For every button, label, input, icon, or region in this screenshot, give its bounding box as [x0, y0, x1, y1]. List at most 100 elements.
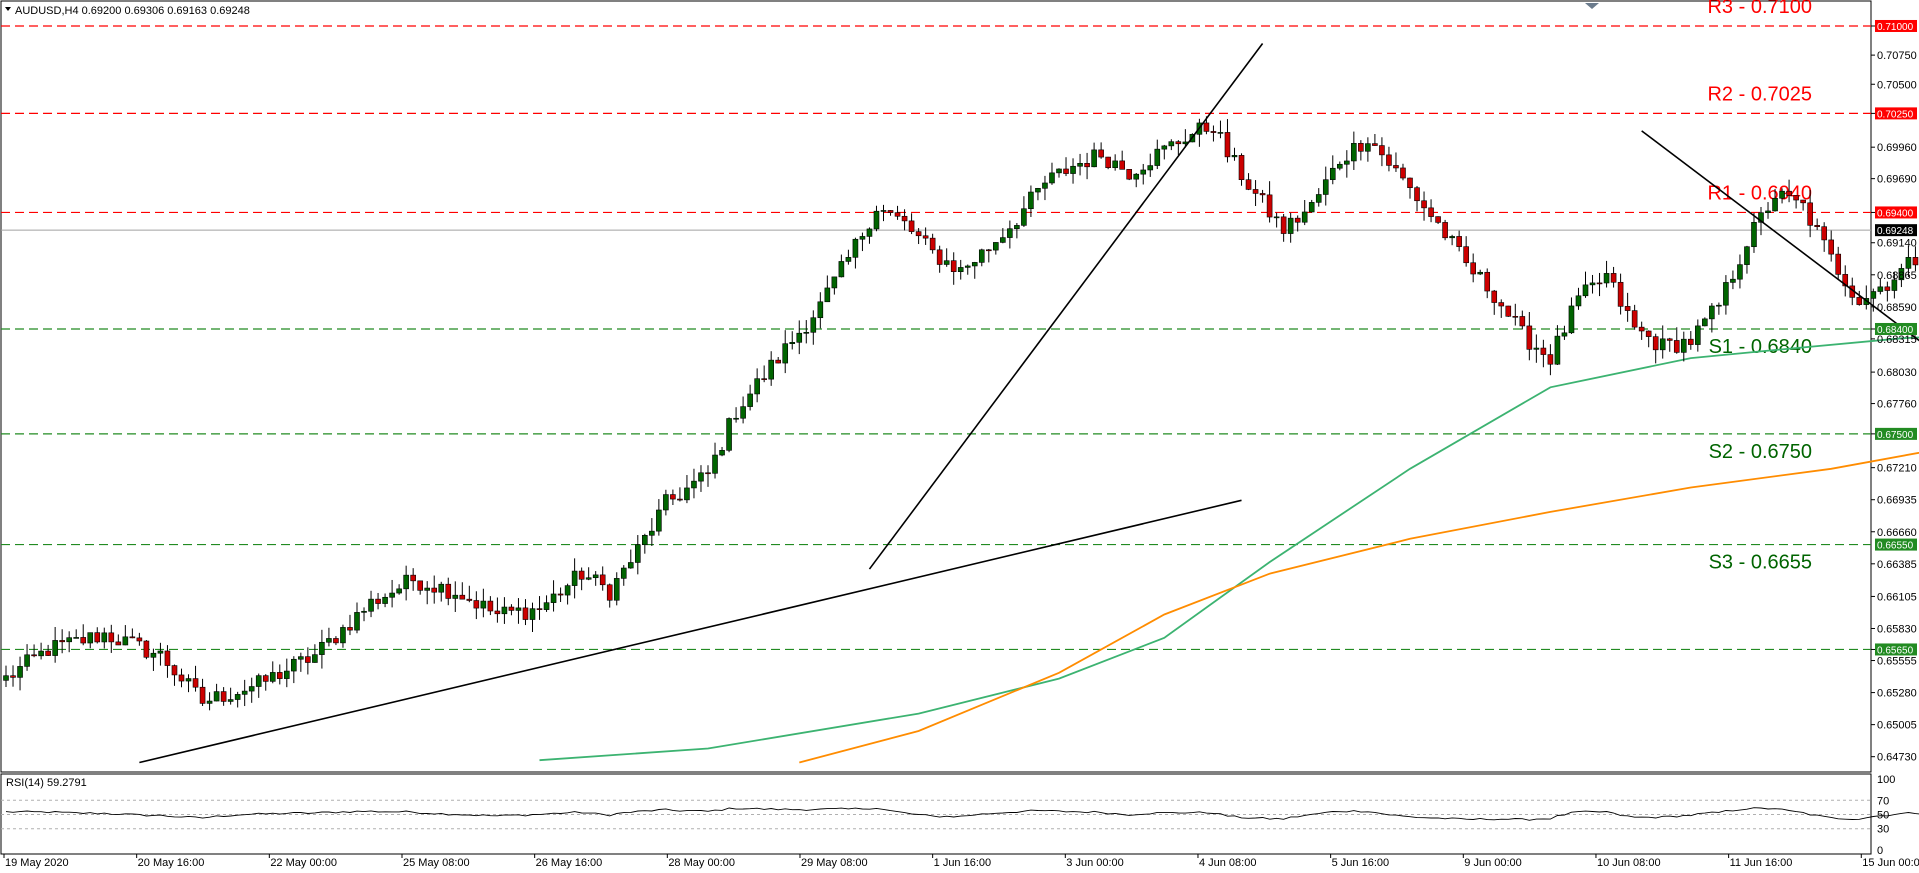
price-tick-label: 0.70500: [1877, 79, 1917, 91]
candle-body: [817, 301, 824, 319]
price-tick-label: 0.68315: [1877, 334, 1917, 346]
candle-body: [108, 632, 115, 643]
price-tick-label: 0.66385: [1877, 559, 1917, 571]
candle-body: [1463, 246, 1469, 264]
candle-body: [1905, 257, 1912, 269]
candle-body: [80, 637, 87, 644]
candle-body: [1112, 160, 1118, 169]
candle-body: [234, 694, 241, 700]
candle-body: [45, 650, 51, 656]
candle-body: [1638, 326, 1645, 332]
candle-body: [1224, 132, 1231, 158]
candle-body: [754, 378, 760, 395]
candle-body: [775, 359, 782, 364]
candle-body: [1400, 167, 1406, 179]
candle-body: [515, 607, 522, 611]
price-tick-label: 0.68865: [1877, 270, 1917, 282]
candle-body: [508, 606, 515, 611]
candle-body: [333, 638, 339, 644]
trendlines-layer: [139, 42, 1919, 764]
candle-body: [94, 632, 101, 643]
candle-body: [1294, 217, 1301, 223]
candle-body: [1695, 325, 1701, 345]
candle-body: [1007, 228, 1013, 238]
symbol-info: AUDUSD,H4 0.69200 0.69306 0.69163 0.6924…: [15, 5, 250, 17]
candle-body: [1210, 131, 1217, 133]
candle-body: [1407, 177, 1413, 189]
rsi-line: [5, 807, 1919, 821]
candle-body: [1119, 160, 1125, 170]
candle-body: [178, 674, 185, 682]
price-tick-label: 0.69690: [1877, 174, 1917, 186]
candle-body: [1702, 318, 1708, 327]
candle-body: [1322, 179, 1329, 195]
price-tag-r3: [1875, 19, 1917, 32]
candle-body: [1505, 305, 1512, 317]
price-tag-text: 0.67500: [1877, 430, 1914, 441]
level-label-r1: R1 - 0.6940: [1707, 182, 1812, 204]
candle-body: [3, 675, 9, 681]
candle-body: [901, 215, 908, 222]
candle-body: [922, 235, 929, 239]
candle-body: [782, 343, 789, 364]
candle-body: [319, 641, 325, 655]
candle-body: [557, 593, 564, 596]
candle-body: [929, 237, 936, 251]
candle-body: [1744, 246, 1750, 265]
candle-body: [1786, 190, 1792, 196]
candle-body: [943, 260, 950, 265]
price-tick-label: 0.65555: [1877, 656, 1917, 668]
candle-body: [1042, 182, 1048, 189]
candle-body: [529, 608, 536, 620]
candle-body: [1758, 212, 1764, 223]
candle-body: [171, 665, 178, 676]
candle-body: [10, 675, 16, 678]
price-tag-r2: [1875, 107, 1917, 120]
candle-body: [410, 574, 416, 582]
candle-body: [1091, 149, 1097, 168]
level-label-s3: S3 - 0.6655: [1709, 552, 1812, 574]
price-tick-label: 0.66105: [1877, 591, 1917, 603]
candle-body: [712, 454, 718, 474]
candle-body: [1133, 173, 1140, 180]
candle-body: [1000, 237, 1006, 243]
candle-body: [1028, 191, 1034, 210]
candle-body: [1252, 189, 1259, 194]
price-tag-s1: [1875, 322, 1917, 335]
price-tag-text: 0.68400: [1877, 325, 1914, 336]
candle-body: [1716, 304, 1722, 307]
candle-body: [908, 220, 915, 232]
candle-body: [115, 641, 122, 646]
candle-body: [1056, 168, 1062, 174]
candle-body: [571, 570, 578, 586]
candle-body: [1035, 188, 1041, 193]
candle-body: [1231, 155, 1238, 158]
candle-body: [852, 238, 859, 258]
candle-body: [1800, 199, 1806, 204]
price-tick-label: 0.67760: [1877, 399, 1917, 411]
candle-body: [1379, 145, 1385, 156]
candle-body: [768, 359, 774, 380]
candle-body: [1912, 257, 1919, 266]
candle-body: [1280, 216, 1287, 234]
candle-body: [340, 627, 346, 644]
candle-body: [936, 249, 943, 265]
rsi-tick-label: 30: [1877, 824, 1889, 836]
time-tick-label: 15 Jun 00:00: [1862, 857, 1919, 869]
candle-body: [382, 596, 388, 604]
time-tick-label: 1 Jun 16:00: [934, 857, 992, 869]
candle-body: [1666, 338, 1673, 341]
candle-body: [1449, 236, 1455, 239]
candle-body: [1484, 271, 1491, 292]
candle-body: [206, 700, 213, 704]
candle-body: [396, 588, 402, 594]
candle-body: [957, 267, 964, 272]
dropdown-arrow-icon[interactable]: [5, 7, 11, 11]
candle-body: [501, 606, 508, 615]
candle-body: [1856, 297, 1863, 305]
candle-body: [733, 417, 739, 420]
candle-body: [1688, 338, 1694, 345]
candle-body: [592, 574, 599, 579]
time-tick-label: 19 May 2020: [5, 857, 69, 869]
price-tag-text: 0.71000: [1877, 22, 1914, 33]
